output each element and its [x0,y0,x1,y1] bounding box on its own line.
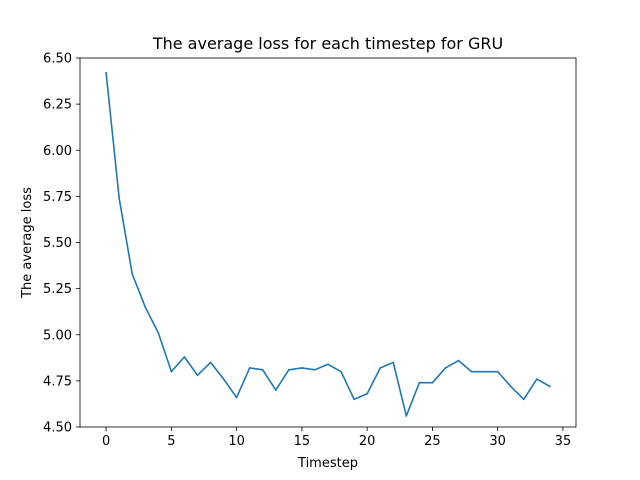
data-point [457,359,460,362]
data-point [118,197,120,200]
x-tick-label: 30 [489,434,506,449]
x-axis-title: Timestep [297,456,358,471]
data-point [392,361,395,364]
data-point [327,363,329,366]
data-point [340,370,342,373]
data-point [144,306,147,308]
x-tick-label: 25 [424,434,441,449]
data-point [170,370,173,373]
y-tick-label: 5.00 [43,328,72,343]
x-tick-label: 20 [359,434,376,449]
data-point [509,385,512,388]
y-tick-label: 5.75 [43,190,72,205]
y-tick-label: 4.75 [43,374,72,389]
data-point [288,369,290,371]
data-point [444,367,447,369]
data-point [261,369,264,371]
series-layer [105,71,551,417]
data-point [209,361,212,364]
data-point [483,370,486,373]
data-point [235,396,238,399]
y-axis-ticks: 4.50 4.75 5.00 5.25 5.50 5.75 6.00 6.25 6.50 [43,52,80,436]
x-tick-label: 5 [167,434,175,449]
x-tick-label: 15 [294,434,311,449]
data-point [314,369,316,371]
y-tick-label: 6.50 [43,52,72,67]
data-point [470,370,473,373]
data-point [536,378,538,380]
y-tick-label: 5.50 [43,236,72,251]
data-point [131,273,134,275]
y-tick-label: 6.25 [43,98,72,113]
data-point [496,370,499,373]
data-point [549,385,551,388]
x-tick-label: 10 [228,434,245,449]
y-tick-label: 5.25 [43,282,72,297]
data-point [431,381,434,384]
data-point [301,367,303,369]
data-point [522,398,525,401]
y-tick-label: 6.00 [43,144,72,159]
data-point [405,415,408,417]
data-point [248,367,251,369]
data-point [157,332,160,334]
data-point [353,398,355,401]
data-point [222,378,225,380]
x-tick-label: 0 [102,434,110,449]
data-point [183,356,186,358]
y-tick-label: 4.50 [43,421,72,436]
data-point [379,367,382,369]
data-point [366,392,368,395]
chart-title: The average loss for each timestep for G… [152,34,503,53]
data-point [105,71,107,74]
data-point [274,389,277,391]
plot-frame [79,57,577,428]
x-tick-label: 35 [555,434,572,449]
data-point [196,374,199,377]
y-axis-title: The average loss [20,187,35,299]
x-axis-ticks: 0 5 10 15 20 25 30 35 [102,427,571,449]
data-point [418,381,421,384]
